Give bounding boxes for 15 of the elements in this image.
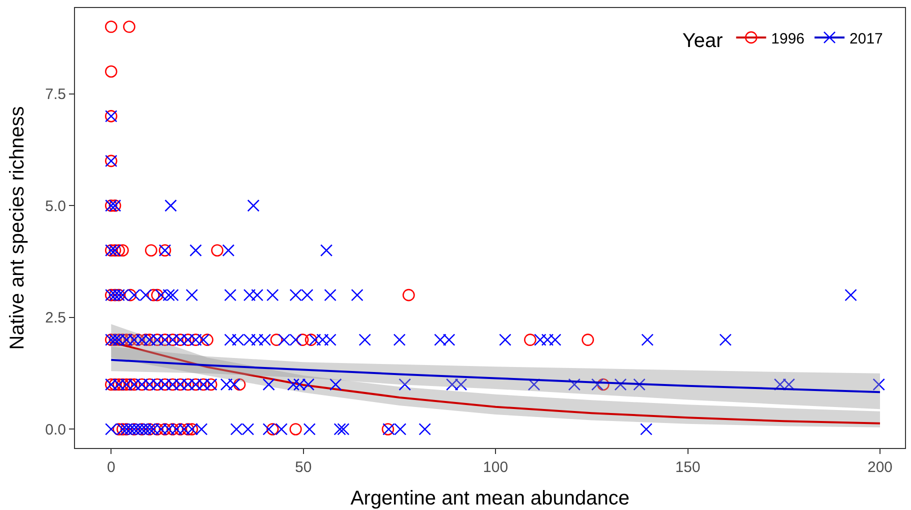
- legend-label: 1996: [771, 30, 805, 48]
- x-tick-label: 0: [106, 459, 116, 476]
- x-tick-label: 150: [675, 459, 700, 476]
- x-tick-label: 200: [867, 459, 893, 476]
- line-series: [110, 358, 882, 394]
- x-axis-title: Argentine ant mean abundance: [350, 488, 630, 510]
- x-tick-label: 100: [483, 459, 508, 476]
- x-tick-label: 50: [295, 459, 312, 476]
- y-tick-label: 5.0: [45, 198, 66, 215]
- legend-title: Year: [682, 30, 724, 52]
- y-tick-label: 0.0: [45, 421, 66, 438]
- y-tick-label: 2.5: [45, 310, 66, 327]
- legend-label: 2017: [850, 30, 883, 48]
- y-tick-label: 7.5: [45, 86, 66, 104]
- y-axis-title: Native ant species richness: [6, 106, 29, 350]
